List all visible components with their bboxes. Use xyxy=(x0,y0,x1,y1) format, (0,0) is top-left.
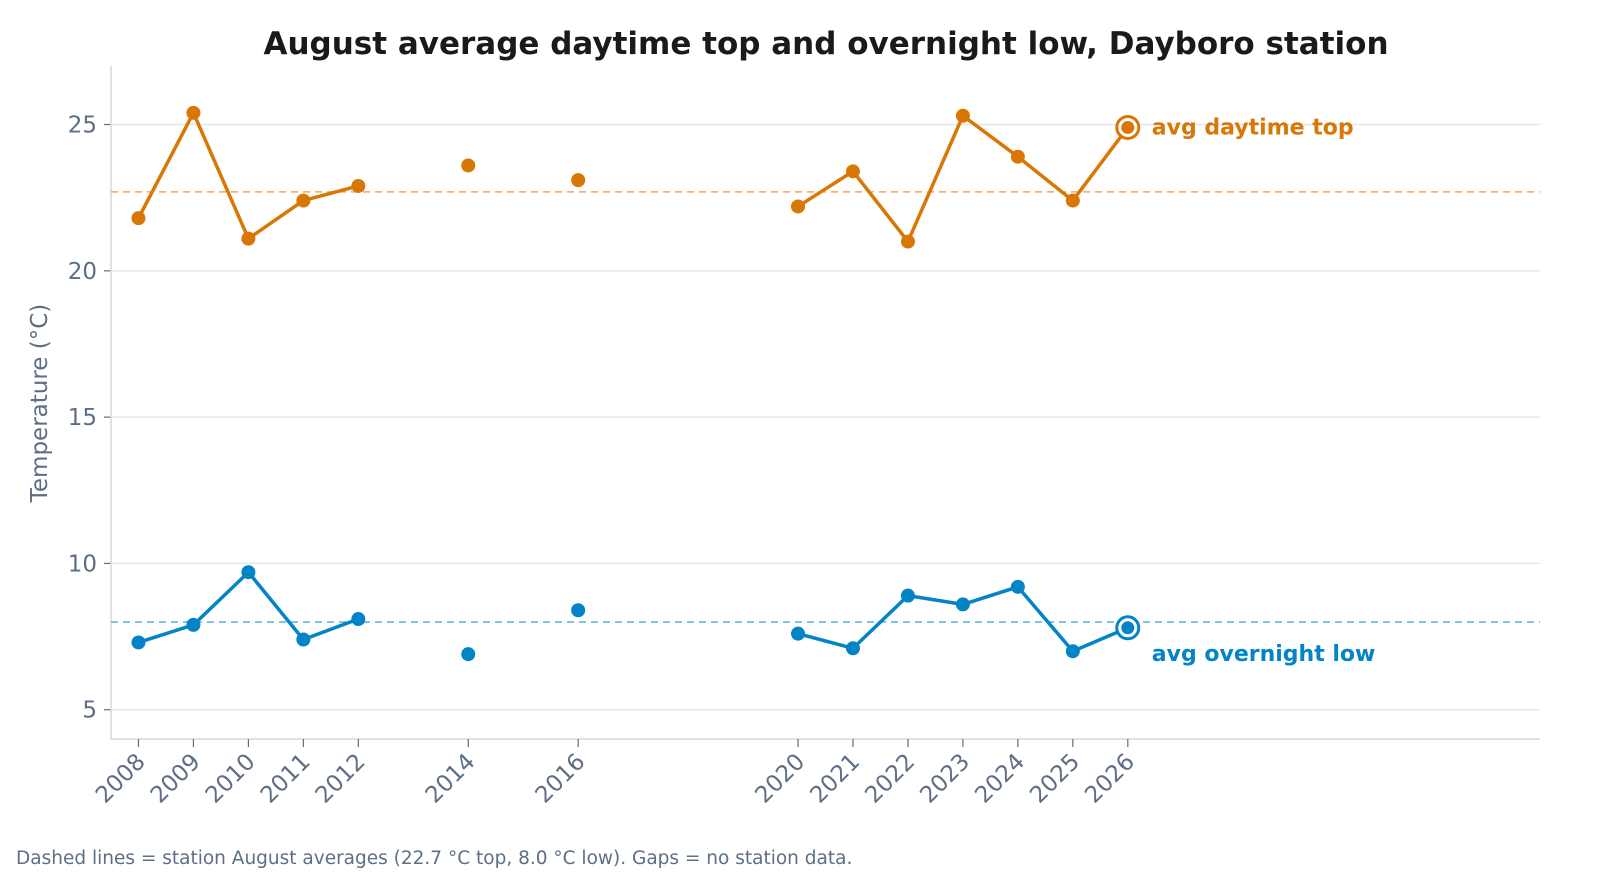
data-point xyxy=(296,193,311,208)
data-point xyxy=(845,164,860,179)
y-tick-label: 20 xyxy=(68,259,97,285)
data-point xyxy=(461,647,476,662)
data-point xyxy=(791,626,806,641)
y-tick-label: 10 xyxy=(68,551,97,577)
data-point xyxy=(461,158,476,173)
series-line xyxy=(796,585,1130,653)
data-point xyxy=(186,105,201,120)
x-tick-label: 2016 xyxy=(531,749,591,809)
data-point xyxy=(955,597,970,612)
data-point xyxy=(1010,579,1025,594)
x-tick-label: 2026 xyxy=(1080,749,1140,809)
x-tick-label: 2011 xyxy=(256,749,316,809)
data-point xyxy=(1065,193,1080,208)
y-axis-label: Temperature (°C) xyxy=(27,304,53,504)
data-point xyxy=(845,641,860,656)
data-point xyxy=(900,588,915,603)
x-tick-label: 2012 xyxy=(311,749,371,809)
x-tick-label: 2014 xyxy=(421,749,481,809)
data-point xyxy=(351,178,366,193)
data-point xyxy=(1010,149,1025,164)
data-point xyxy=(131,211,146,226)
series-line xyxy=(136,570,361,645)
gridlines xyxy=(111,123,1540,711)
data-point xyxy=(131,635,146,650)
data-point xyxy=(955,108,970,123)
x-tick-label: 2023 xyxy=(915,749,975,809)
series-0 xyxy=(131,105,1141,249)
series-line xyxy=(136,111,361,241)
series-line xyxy=(796,113,1130,244)
highlight-point xyxy=(1121,120,1135,134)
data-point xyxy=(186,617,201,632)
data-point xyxy=(900,234,915,249)
series-group xyxy=(131,105,1141,662)
x-tick-label: 2020 xyxy=(750,749,810,809)
data-point xyxy=(571,603,586,618)
series-1 xyxy=(131,565,1141,662)
x-tick-label: 2025 xyxy=(1025,749,1085,809)
data-point xyxy=(571,173,586,188)
data-point xyxy=(351,612,366,627)
y-tick-label: 25 xyxy=(68,113,97,139)
y-tick-label: 5 xyxy=(82,698,97,724)
series-end-label: avg overnight low xyxy=(1152,642,1376,667)
x-tick-label: 2022 xyxy=(860,749,920,809)
series-end-label: avg daytime top xyxy=(1152,115,1354,140)
data-point xyxy=(241,565,256,580)
highlight-point xyxy=(1121,621,1135,635)
data-point xyxy=(296,632,311,647)
end-labels: avg daytime top avg overnight low xyxy=(1152,115,1376,666)
x-tick-label: 2008 xyxy=(91,749,151,809)
chart-title: August average daytime top and overnight… xyxy=(263,26,1388,62)
y-tick-label: 15 xyxy=(68,405,97,431)
data-point xyxy=(241,231,256,246)
x-tick-label: 2021 xyxy=(805,749,865,809)
chart-footnote: Dashed lines = station August averages (… xyxy=(16,848,853,869)
data-point xyxy=(791,199,806,214)
x-tick-label: 2009 xyxy=(146,749,206,809)
data-point xyxy=(1065,644,1080,659)
x-tick-label: 2010 xyxy=(201,749,261,809)
x-tick-label: 2024 xyxy=(970,749,1030,809)
reference-lines xyxy=(111,191,1540,623)
